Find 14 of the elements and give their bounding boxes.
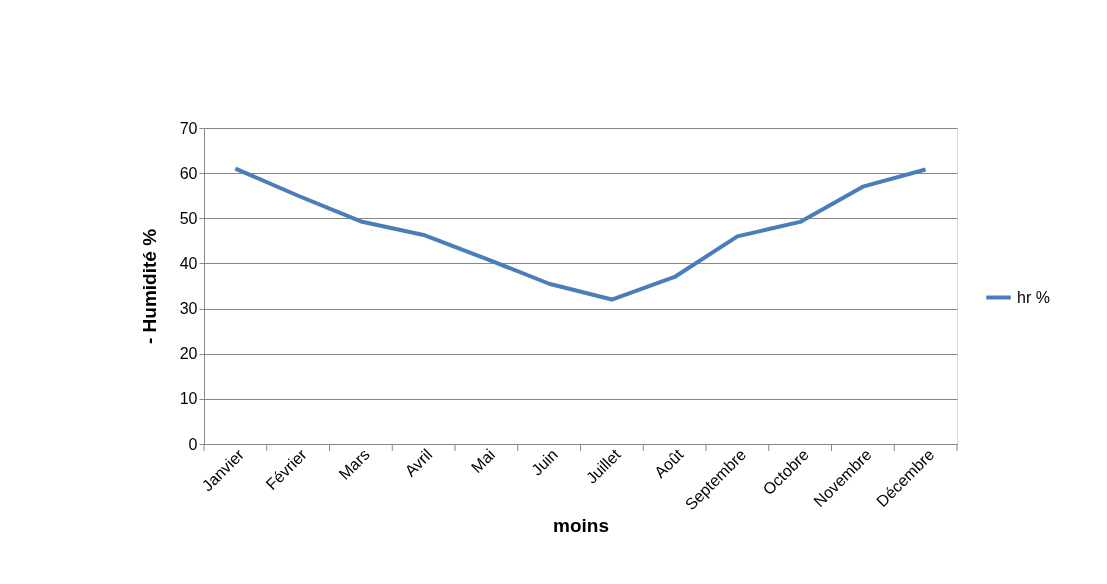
legend-label: hr % <box>1017 288 1050 306</box>
y-tick-label: 0 <box>188 435 198 453</box>
y-tick-label: 50 <box>179 209 198 227</box>
y-tick-label: 60 <box>179 164 198 182</box>
y-tick-label: 20 <box>179 345 198 363</box>
y-axis-title: - Humidité % <box>138 228 160 345</box>
y-tick-label: 30 <box>179 300 198 318</box>
x-tick-label: Juin <box>528 445 561 479</box>
line-series <box>233 166 928 302</box>
y-tick-label: 70 <box>179 119 198 137</box>
y-tick-label: 40 <box>179 254 198 272</box>
x-axis-title: moins <box>553 515 609 537</box>
y-tick-label: 10 <box>179 390 198 408</box>
x-tick-label: Mai <box>467 445 499 477</box>
